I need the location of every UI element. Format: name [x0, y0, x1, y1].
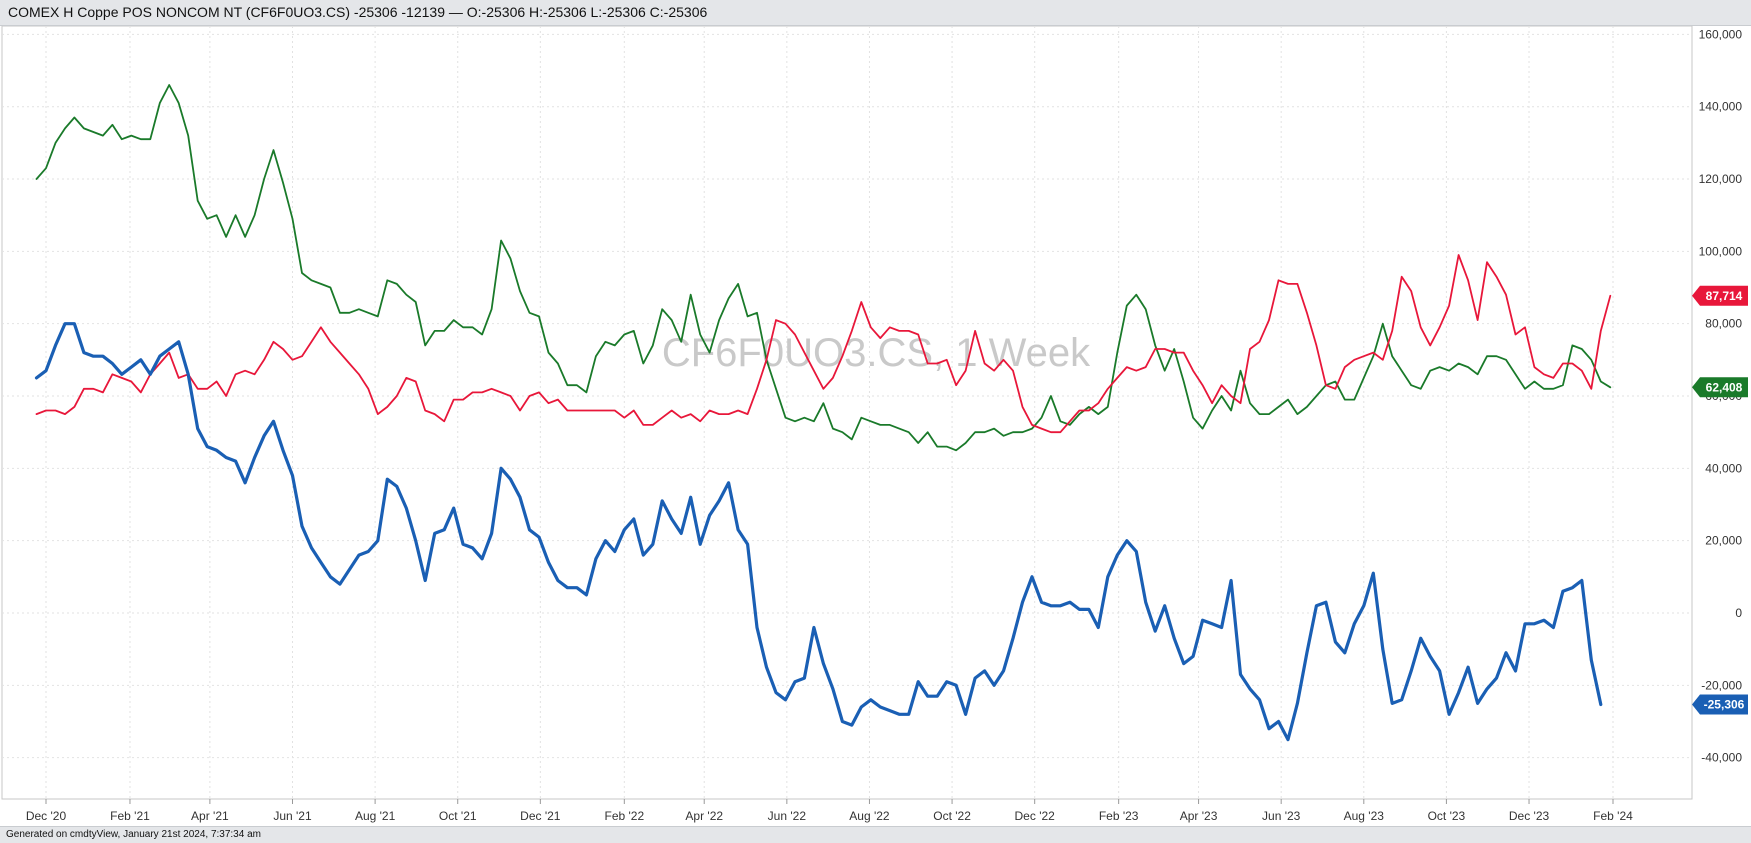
red-last-value-tag: 87,714 — [1692, 285, 1748, 306]
grid — [1, 26, 1693, 800]
y-tick-label: 40,000 — [1705, 461, 1742, 475]
chart-watermark: CF6F0UO3.CS, 1 Week — [662, 331, 1091, 375]
y-tick-label: 160,000 — [1699, 27, 1743, 41]
x-tick-label: Feb '23 — [1099, 809, 1139, 823]
chart-title: COMEX H Coppe POS NONCOM NT (CF6F0UO3.CS… — [8, 4, 708, 20]
x-tick-label: Oct '23 — [1428, 809, 1466, 823]
y-tick-label: 80,000 — [1705, 317, 1742, 331]
y-tick-label: 0 — [1735, 606, 1742, 620]
chart-title-bar: COMEX H Coppe POS NONCOM NT (CF6F0UO3.CS… — [0, 0, 1751, 26]
x-tick-label: Aug '21 — [355, 809, 396, 823]
x-tick-label: Apr '21 — [191, 809, 229, 823]
y-tick-label: 140,000 — [1699, 100, 1743, 114]
x-axis: Dec '20 Feb '21 Apr '21 Jun '21 Aug '21 Oct '… — [26, 799, 1633, 823]
tag-shape — [1692, 285, 1748, 306]
x-tick-label: Dec '23 — [1509, 809, 1550, 823]
y-tick-label: -20,000 — [1701, 678, 1742, 692]
plot-background — [0, 26, 1751, 826]
x-tick-label: Dec '22 — [1015, 809, 1056, 823]
tag-label: 62,408 — [1706, 380, 1743, 394]
x-tick-label: Feb '24 — [1593, 809, 1633, 823]
chart-area[interactable]: CF6F0UO3.CS, 1 Week -40,000 -20,000 0 20,00… — [0, 26, 1751, 826]
y-tick-label: 100,000 — [1699, 244, 1743, 258]
plot-frame — [1, 26, 1693, 800]
tag-label: 87,714 — [1706, 289, 1743, 303]
x-tick-label: Apr '22 — [685, 809, 723, 823]
x-tick-label: Dec '21 — [520, 809, 561, 823]
blue-series-line — [34, 322, 1603, 742]
y-tick-label: 120,000 — [1699, 172, 1743, 186]
y-axis: -40,000-20,000020,00040,00060,00080,0001… — [1699, 27, 1743, 764]
blue-last-value-tag: -25,306 — [1692, 694, 1748, 715]
x-tick-label: Feb '22 — [604, 809, 644, 823]
green-series-line — [35, 84, 1612, 452]
footer-text: Generated on cmdtyView, January 21st 202… — [6, 829, 261, 840]
x-tick-label: Jun '21 — [273, 809, 312, 823]
x-tick-label: Dec '20 — [26, 809, 67, 823]
x-tick-label: Aug '22 — [849, 809, 890, 823]
y-tick-label: 20,000 — [1705, 534, 1742, 548]
x-tick-label: Oct '22 — [933, 809, 971, 823]
y-tick-label: -40,000 — [1701, 751, 1742, 765]
tag-label: -25,306 — [1704, 698, 1745, 712]
tag-shape — [1692, 377, 1748, 398]
x-tick-label: Jun '23 — [1262, 809, 1301, 823]
x-tick-label: Aug '23 — [1344, 809, 1385, 823]
red-series-line — [35, 254, 1612, 434]
last-value-tags: 62,408 87,714 -25,306 — [1692, 285, 1748, 715]
x-tick-label: Feb '21 — [110, 809, 150, 823]
series-layer — [34, 84, 1612, 742]
footer-bar: Generated on cmdtyView, January 21st 202… — [0, 826, 1751, 843]
x-tick-label: Oct '21 — [439, 809, 477, 823]
x-tick-label: Apr '23 — [1180, 809, 1218, 823]
tag-shape — [1692, 694, 1748, 715]
x-tick-label: Jun '22 — [768, 809, 807, 823]
green-last-value-tag: 62,408 — [1692, 377, 1748, 398]
